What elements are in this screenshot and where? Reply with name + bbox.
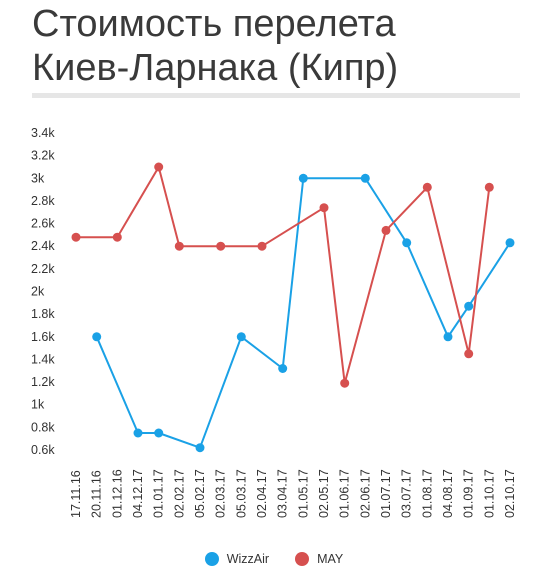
y-axis: 0.6k 0.8k 1k 1.2k 1.4k 1.6k 1.8k 2k 2.2k 2.4k 2.6k… xyxy=(31,126,55,457)
data-point-wizzair[interactable] xyxy=(278,364,288,373)
y-tick-label: 2.6k xyxy=(31,217,55,231)
x-tick-label: 01.01.17 xyxy=(152,469,166,518)
x-tick-label: 05.02.17 xyxy=(193,469,207,518)
x-tick-label: 01.12.16 xyxy=(110,469,124,518)
legend-label-may: MAY xyxy=(317,552,344,566)
x-tick-label: 17.11.16 xyxy=(69,470,83,518)
legend: WizzAir MAY xyxy=(0,552,548,566)
y-tick-label: 3k xyxy=(31,171,45,185)
data-point-may[interactable] xyxy=(154,162,164,172)
x-tick-label: 01.06.17 xyxy=(338,469,352,518)
chart-title: Стоимость перелета Киев-Ларнака (Кипр) xyxy=(32,2,532,90)
x-tick-label: 04.08.17 xyxy=(441,469,455,518)
x-tick-label: 02.03.17 xyxy=(214,469,228,518)
data-point-wizzair[interactable] xyxy=(92,332,102,342)
y-tick-label: 1.2k xyxy=(31,375,55,389)
y-tick-label: 0.6k xyxy=(31,443,55,457)
x-tick-label: 01.09.17 xyxy=(462,469,476,518)
chart-title-line-2: Киев-Ларнака (Кипр) xyxy=(32,47,399,89)
y-tick-label: 2k xyxy=(31,285,45,299)
data-point-may[interactable] xyxy=(319,203,329,213)
y-tick-label: 3.2k xyxy=(31,149,55,163)
x-tick-label: 01.05.17 xyxy=(296,469,310,518)
data-point-wizzair[interactable] xyxy=(154,428,164,438)
x-tick-label: 05.03.17 xyxy=(234,469,248,518)
x-tick-label: 03.04.17 xyxy=(276,469,290,518)
x-tick-label: 02.06.17 xyxy=(358,469,372,518)
x-tick-label: 03.07.17 xyxy=(400,469,414,518)
y-tick-label: 1.8k xyxy=(31,307,55,321)
x-tick-label: 01.07.17 xyxy=(379,469,393,518)
x-tick-label: 02.05.17 xyxy=(317,469,331,518)
y-tick-label: 1.6k xyxy=(31,330,55,344)
x-axis: 17.11.16 20.11.16 01.12.16 04.12.17 01.01.17… xyxy=(69,469,517,518)
series-layer xyxy=(71,162,515,453)
data-point-wizzair[interactable] xyxy=(443,332,453,342)
x-tick-label: 20.11.16 xyxy=(90,470,104,518)
y-tick-label: 1k xyxy=(31,398,45,412)
y-tick-label: 3.4k xyxy=(31,126,55,140)
data-point-wizzair[interactable] xyxy=(133,428,143,438)
data-point-may[interactable] xyxy=(381,225,391,235)
data-point-wizzair[interactable] xyxy=(505,238,515,248)
legend-item-wizzair[interactable]: WizzAir xyxy=(204,552,270,566)
y-tick-label: 2.8k xyxy=(31,194,55,208)
series-wizzair xyxy=(92,173,515,453)
data-point-wizzair[interactable] xyxy=(236,332,246,342)
x-tick-label: 01.10.17 xyxy=(482,469,496,518)
data-point-may[interactable] xyxy=(422,182,432,192)
series-line-wizzair xyxy=(95,177,511,449)
chart-title-line-1: Стоимость перелета xyxy=(32,3,396,45)
legend-item-may[interactable]: MAY xyxy=(295,552,343,566)
y-tick-label: 0.8k xyxy=(31,420,55,434)
data-point-may[interactable] xyxy=(484,182,494,192)
data-point-may[interactable] xyxy=(340,378,350,388)
y-tick-label: 2.2k xyxy=(31,262,55,276)
legend-swatch-may xyxy=(295,552,310,566)
x-tick-label: 04.12.17 xyxy=(131,469,145,518)
series-line-may xyxy=(76,166,491,385)
data-point-wizzair[interactable] xyxy=(298,173,308,183)
x-tick-label: 02.10.17 xyxy=(503,469,517,518)
data-point-may[interactable] xyxy=(257,241,267,251)
data-point-may[interactable] xyxy=(71,232,81,242)
data-point-wizzair[interactable] xyxy=(195,443,205,453)
legend-label-wizzair: WizzAir xyxy=(226,552,270,566)
data-point-wizzair[interactable] xyxy=(402,238,412,248)
y-tick-label: 2.4k xyxy=(31,239,55,253)
legend-swatch-wizzair xyxy=(204,552,219,566)
x-tick-label: 02.04.17 xyxy=(255,469,269,518)
x-tick-label: 01.08.17 xyxy=(420,469,434,518)
y-tick-label: 1.4k xyxy=(31,352,55,366)
data-point-may[interactable] xyxy=(464,349,474,359)
series-may xyxy=(71,162,494,388)
title-divider xyxy=(32,93,520,98)
data-point-may[interactable] xyxy=(174,241,184,251)
x-tick-label: 02.02.17 xyxy=(172,469,186,518)
data-point-may[interactable] xyxy=(216,241,226,251)
data-point-wizzair[interactable] xyxy=(464,301,474,311)
data-point-may[interactable] xyxy=(112,232,122,242)
data-point-wizzair[interactable] xyxy=(360,173,370,183)
